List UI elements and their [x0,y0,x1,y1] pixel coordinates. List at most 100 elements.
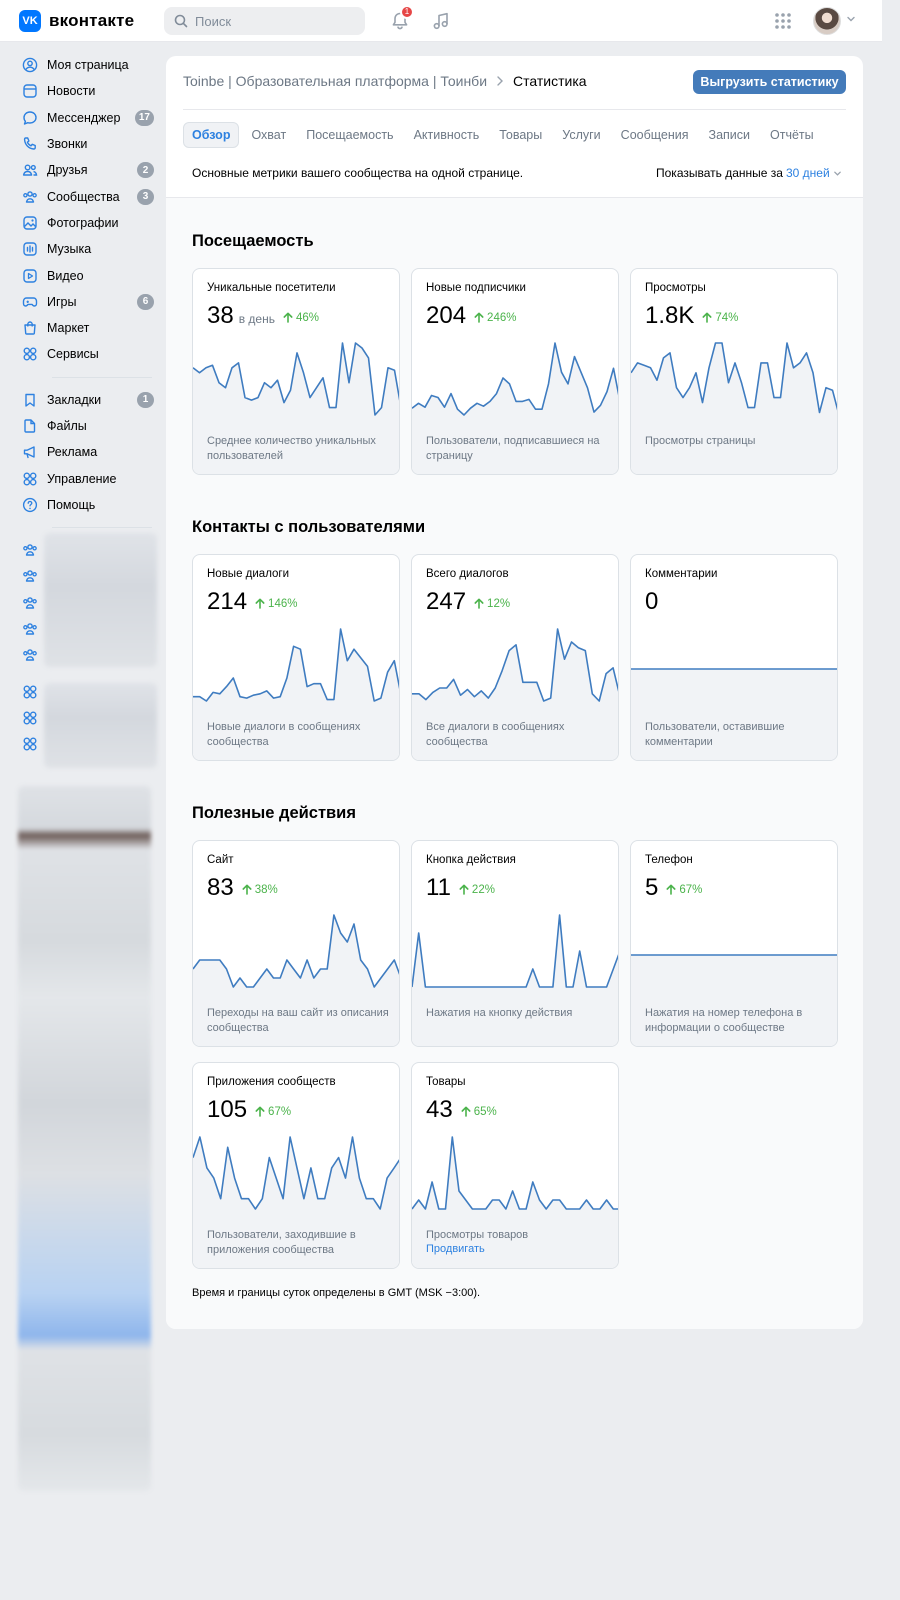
tab-item[interactable]: Обзор [183,122,240,148]
timezone-footnote: Время и границы суток определены в GMT (… [192,1287,481,1299]
apps-grid-icon [775,13,791,29]
metric-card[interactable]: Телефон 5 67% Нажатия на номер телефона в и… [630,840,838,1047]
metric-value-row: 83 38% [207,874,278,902]
sidebar-item[interactable]: Закладки 1 [18,387,158,413]
metric-value-row: 43 65% [426,1096,497,1124]
apps-button[interactable] [771,9,795,33]
communities-icon [22,542,38,558]
period-value[interactable]: 30 дней [785,166,830,180]
period-selector[interactable]: Показывать данные за 30 дней [656,166,842,180]
metric-card[interactable]: Новые диалоги 214 146% Новые диалоги в сооб… [192,554,400,761]
music-button[interactable] [429,9,453,33]
sidebar-blurred-item[interactable] [18,590,158,616]
sidebar-item[interactable]: Маркет [18,315,158,341]
sidebar-item[interactable]: Игры 6 [18,289,158,315]
sidebar-item[interactable]: Реклама [18,439,158,465]
tab-item[interactable]: Отчёты [770,128,814,142]
gamepad-icon [22,294,38,310]
metric-card[interactable]: Приложения сообществ 105 67% Пользователи, … [192,1062,400,1269]
sidebar-item[interactable]: Новости [18,78,158,104]
metric-card[interactable]: Комментарии 0 Пользователи, оставившие ком… [630,554,838,761]
sidebar-item-label: Управление [47,471,117,486]
sparkline-chart [193,628,399,760]
tab-item[interactable]: Активность [413,128,480,142]
top-header: VK вконтакте 1 [0,0,882,42]
services-icon [22,684,38,700]
metric-description: Пользователи, заходившие в приложения со… [207,1229,356,1256]
metric-description: Нажатия на номер телефона в информации о… [645,1007,803,1034]
sidebar-item[interactable]: Фотографии [18,210,158,236]
help-icon [22,497,38,513]
sidebar-blurred-item[interactable] [18,616,158,642]
user-avatar[interactable] [813,7,841,35]
tab-item[interactable]: Товары [499,128,543,142]
sidebar-blurred-item[interactable] [18,705,158,731]
metric-delta-value: 12% [487,597,511,610]
sidebar-item[interactable]: Моя страница [18,52,158,78]
sidebar-item-label: Реклама [47,445,98,460]
export-statistics-button[interactable]: Выгрузить статистику [693,70,846,94]
search-box[interactable] [164,7,365,35]
metric-card-title: Уникальные посетители [207,282,336,294]
sidebar-blurred-item[interactable] [18,642,158,668]
notifications-button[interactable]: 1 [388,5,414,33]
music-icon [433,12,448,30]
sidebar-item[interactable]: Управление [18,465,158,491]
sidebar-blurred-item[interactable] [18,679,158,705]
sidebar-item[interactable]: Сообщества 3 [18,183,158,209]
metric-description: Все диалоги в сообщениях сообщества [426,721,565,748]
breadcrumb-community-link[interactable]: Toinbe | Образовательная платформа | Тои… [183,73,488,89]
sidebar-item[interactable]: Звонки [18,131,158,157]
sidebar-item-label: Файлы [47,419,87,433]
metric-delta: 46% [283,312,319,324]
metric-description: Пользователи, оставившие комментарии [645,721,785,748]
sidebar-item[interactable]: Мессенджер 17 [18,105,158,131]
logo-text: вконтакте [49,11,135,30]
search-input[interactable] [195,13,345,29]
sidebar-item[interactable]: Видео [18,262,158,288]
sparkline-area [412,915,618,1046]
blurred-community-list [44,533,157,667]
metric-card[interactable]: Товары 43 65% Просмотры товаров Продвигать [411,1062,619,1269]
promote-link[interactable]: Продвигать [426,1243,485,1255]
sidebar-item[interactable]: Файлы [18,413,158,439]
metric-card[interactable]: Новые подписчики 204 246% Пользователи, под… [411,268,619,475]
communities-icon [22,568,38,584]
tab-item[interactable]: Записи [708,128,751,142]
sidebar-item-label: Сервисы [47,347,99,362]
blurred-app-list [44,683,157,768]
metric-value-row: 214 146% [207,588,297,616]
arrow-up-icon [242,884,252,895]
metric-card-title: Просмотры [645,282,706,294]
metric-value-row: 0 [645,588,658,616]
sidebar-blurred-item[interactable] [18,537,158,563]
sparkline-chart [193,914,399,1046]
metric-value: 247 [426,588,467,615]
metric-card[interactable]: Уникальные посетители 38 в день 46% Среднее … [192,268,400,475]
metric-card[interactable]: Всего диалогов 247 12% Все диалоги в сообще… [411,554,619,761]
sparkline-chart [193,1136,399,1268]
vk-logo[interactable]: VK вконтакте [19,10,134,32]
sidebar-item[interactable]: Друзья 2 [18,157,158,183]
file-icon [22,418,38,434]
chevron-down-icon[interactable] [846,14,856,24]
sidebar-item[interactable]: Сервисы [18,341,158,367]
metric-card[interactable]: Кнопка действия 11 22% Нажатия на кнопку де… [411,840,619,1047]
tab-item[interactable]: Услуги [562,128,601,142]
communities-icon [22,189,38,205]
metric-description: Переходы на ваш сайт из описания сообщес… [207,1007,389,1034]
metric-card[interactable]: Просмотры 1.8K 74% Просмотры страницы [630,268,838,475]
sidebar-blurred-item[interactable] [18,563,158,589]
arrow-up-icon [255,598,265,609]
sidebar-item[interactable]: Музыка [18,236,158,262]
metric-description: Среднее количество уникальных пользовате… [207,435,376,462]
phone-icon [22,136,38,152]
sidebar-blurred-item[interactable] [18,731,158,757]
metric-value: 204 [426,302,467,329]
sidebar-item[interactable]: Помощь [18,492,158,518]
tab-item[interactable]: Сообщения [620,128,689,142]
metric-card[interactable]: Сайт 83 38% Переходы на ваш сайт из описани… [192,840,400,1047]
tab-item[interactable]: Охват [251,128,287,142]
metric-card-title: Новые диалоги [207,568,290,580]
tab-item[interactable]: Посещаемость [306,128,394,142]
